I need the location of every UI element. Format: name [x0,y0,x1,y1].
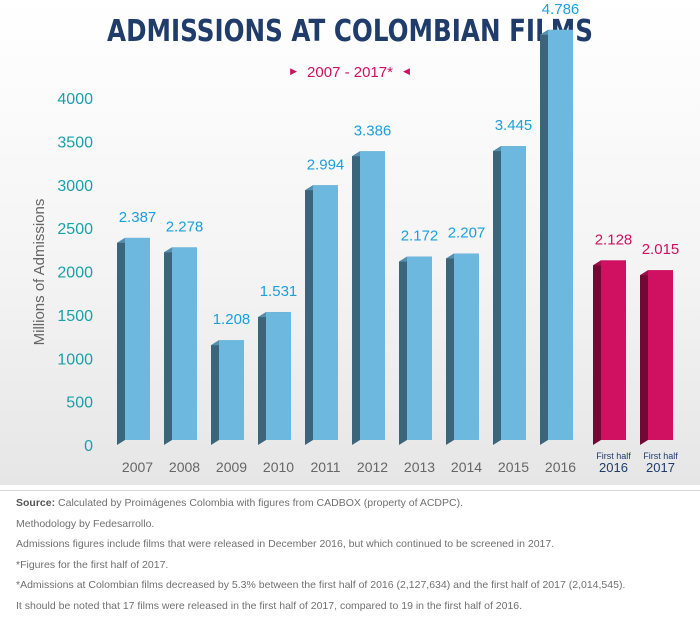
data-label: 2.387 [119,209,157,226]
bar-chart: Millions of Admissions 0 500 1000 1500 2000 25… [31,1,680,475]
bar-front [219,340,244,440]
y-axis-label: Millions of Admissions [31,199,48,346]
x-tick-label: 2008 [169,459,200,475]
x-tick-label: 2011 [310,459,340,475]
bar-side [593,260,601,445]
bar-side [540,29,548,445]
data-label: 3.386 [354,122,392,139]
footer-note-4: It should be noted that 17 films were re… [16,599,523,612]
source-text: Calculated by Proimágenes Colombia with … [58,497,464,509]
bar-side [352,151,360,445]
y-tick-label: 1000 [57,351,93,368]
y-tick-label: 1500 [57,308,93,325]
bar-side [493,146,501,446]
bar-front [266,312,291,440]
x-tick-note: First half [643,451,678,461]
y-tick-label: 2000 [57,265,93,282]
bar-side [640,270,648,445]
data-label: 2.994 [307,156,345,173]
bar-front [648,270,673,440]
x-tick-label: 2007 [122,459,153,475]
bar-side [258,312,266,445]
bar-side [399,256,407,445]
chart-footer: Source: Calculated by Proimágenes Colomb… [0,490,700,624]
footer-note-2: *Figures for the first half of 2017. [16,558,169,571]
x-tick-note: First half [596,451,631,461]
bar-front [125,237,150,440]
data-label: 2.128 [595,231,633,248]
y-tick-label: 0 [84,438,93,455]
chart-title: ADMISSIONS AT COLOMBIAN FILMS [107,14,593,49]
bar-side [211,340,219,445]
bar-front [360,151,385,440]
x-tick-label: 2013 [404,459,435,475]
footer-methodology: Methodology by Fedesarrollo. [16,517,155,530]
bar-front [313,185,338,440]
data-label: 2.207 [448,225,486,242]
data-label: 2.172 [401,228,439,245]
y-tick-label: 500 [66,395,93,412]
left-triangle-icon: ◀ [402,65,410,76]
bar [493,146,526,446]
bar-front [601,260,626,440]
chart-subtitle: ▶ 2007 - 2017* ◀ [0,64,700,81]
bar [399,256,432,445]
chart-area: ADMISSIONS AT COLOMBIAN FILMS ▶ 2007 - 20… [0,0,700,485]
footer-note-1: Admissions figures include films that we… [16,538,555,550]
bar [593,260,626,445]
bar [446,253,479,445]
footer-note-3: *Admissions at Colombian films decreased… [16,579,626,591]
data-label: 3.445 [495,117,533,134]
bar-front [172,247,197,440]
bar-front [454,253,479,440]
footer-source: Source: Calculated by Proimágenes Colomb… [16,497,684,509]
right-triangle-icon: ▶ [290,65,298,76]
bar [640,270,673,445]
data-label: 2.278 [166,218,204,235]
source-label: Source: [16,497,56,509]
x-tick-label: 2017 [646,460,675,475]
x-tick-label: 2014 [451,459,482,475]
bar-front [501,146,526,441]
y-tick-label: 2500 [57,221,93,238]
bar [211,340,244,445]
x-tick-label: 2016 [599,460,628,475]
y-tick-label: 3000 [57,178,93,195]
x-tick-label: 2016 [545,459,576,475]
subtitle-text: 2007 - 2017* [307,64,393,81]
bar-side [117,237,125,445]
x-tick-label: 2010 [263,459,294,475]
x-tick-label: 2009 [216,459,247,475]
data-label: 1.208 [213,311,251,328]
data-label: 2.015 [642,241,680,258]
bar-front [407,256,432,440]
bar [305,185,338,445]
bar [164,247,197,445]
bar-side [446,253,454,445]
data-label: 1.531 [260,283,298,300]
bar [117,237,150,445]
y-tick-label: 3500 [57,134,93,151]
x-tick-label: 2012 [357,459,388,475]
y-tick-label: 4000 [57,91,93,108]
bar [352,151,385,445]
bar-front [548,29,573,440]
data-label: 4.786 [542,1,580,18]
bar [258,312,291,445]
bar [540,29,573,445]
bar-side [305,185,313,445]
x-tick-label: 2015 [498,459,529,475]
bar-side [164,247,172,445]
